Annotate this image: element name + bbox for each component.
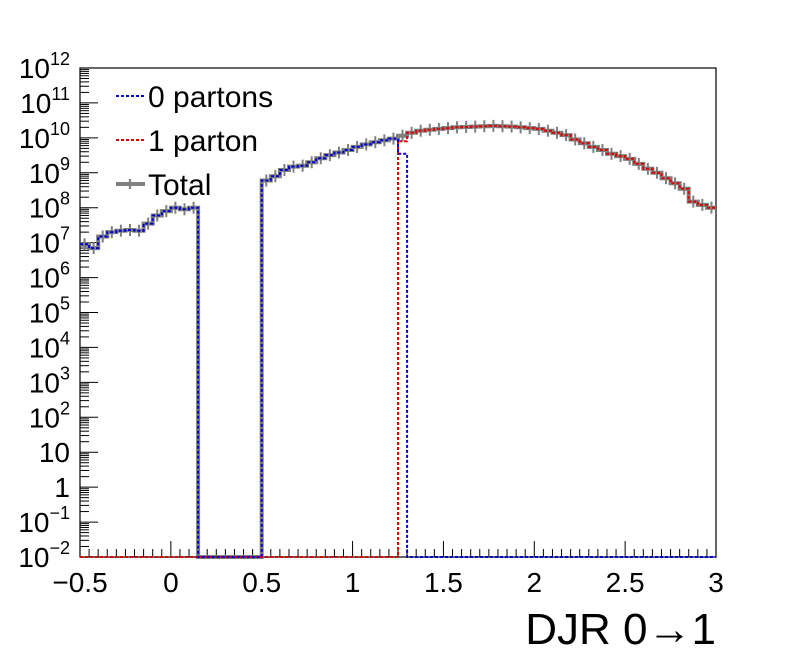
y-tick-label: 107: [29, 224, 70, 259]
y-tick-label: 10: [39, 437, 70, 468]
y-tick-label: 1: [54, 472, 70, 503]
series-0-partons: [80, 137, 716, 558]
y-tick-label: 109: [29, 154, 70, 189]
x-tick-label: 3: [708, 567, 724, 598]
y-tick-label: 106: [29, 259, 70, 294]
y-tick-label: 10−1: [18, 503, 70, 538]
y-tick-label: 103: [29, 363, 70, 398]
y-tick-label: 105: [29, 294, 70, 329]
x-tick-label: 0.5: [242, 567, 281, 598]
x-axis-title: DJR 0→1: [525, 605, 716, 654]
x-tick-label: 2.5: [606, 567, 645, 598]
y-tick-label: 10−2: [18, 538, 70, 573]
y-tick-labels: 1012101110101091081071061051041031021011…: [18, 49, 70, 573]
y-tick-label: 1010: [19, 119, 70, 154]
x-tick-label: 2: [526, 567, 542, 598]
y-tick-label: 1011: [20, 84, 70, 119]
x-tick-label: 0: [163, 567, 179, 598]
y-tick-label: 102: [29, 398, 70, 433]
legend: 0 partons 1 parton Total: [116, 81, 273, 202]
y-tick-label: 1012: [19, 49, 70, 84]
x-tick-labels: −0.5 0 0.5 1 1.5 2 2.5 3: [52, 567, 723, 598]
y-tick-label: 104: [29, 328, 70, 363]
y-tick-label: 108: [29, 189, 70, 224]
legend-label: 1 parton: [148, 125, 258, 158]
x-tick-label: 1: [345, 567, 361, 598]
series-layer: [80, 119, 716, 559]
axis-ticks: [79, 67, 717, 558]
legend-label: Total: [148, 169, 211, 202]
x-tick-label: 1.5: [424, 567, 463, 598]
legend-label: 0 partons: [148, 81, 273, 114]
x-tick-label: −0.5: [52, 567, 107, 598]
series-1-parton: [80, 124, 716, 558]
